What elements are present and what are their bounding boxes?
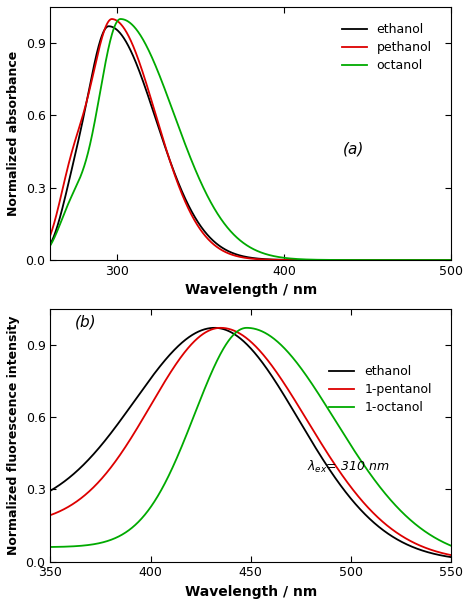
octanol [448,256,454,264]
ethanol [47,487,53,494]
octanol [437,256,442,264]
ethanol [448,256,454,264]
Y-axis label: Normalized absorbance: Normalized absorbance [7,51,20,216]
1-pentanol [47,511,53,519]
pethanol [68,152,74,159]
1-octanol [68,543,74,550]
ethanol [448,553,454,561]
octanol [243,241,248,248]
pethanol [232,252,238,259]
pethanol [437,256,442,264]
ethanol [437,256,442,264]
octanol [437,256,442,264]
ethanol [68,170,74,177]
ethanol [243,253,248,261]
1-pentanol [232,327,238,335]
ethanol [212,324,218,331]
1-pentanol [243,334,248,341]
octanol [232,232,238,239]
Text: (a): (a) [343,142,364,157]
ethanol [363,256,369,264]
pethanol [363,256,369,264]
ethanol [243,339,248,347]
1-pentanol [218,324,224,331]
ethanol [47,241,53,248]
1-pentanol [363,502,369,509]
octanol [118,15,123,22]
pethanol [437,256,442,264]
1-pentanol [437,548,442,556]
ethanol [363,511,369,519]
1-octanol [437,536,442,544]
ethanol [232,250,238,258]
1-octanol [243,324,248,331]
1-pentanol [448,551,454,559]
pethanol [109,15,115,22]
1-pentanol [68,502,74,509]
pethanol [448,256,454,264]
Line: 1-pentanol: 1-pentanol [50,328,451,555]
Line: ethanol: ethanol [50,26,451,260]
Legend: ethanol, pethanol, octanol: ethanol, pethanol, octanol [337,18,437,77]
Text: $\lambda_{ex}$= 310 nm: $\lambda_{ex}$= 310 nm [307,459,389,474]
1-octanol [232,330,237,338]
Line: pethanol: pethanol [50,19,451,260]
1-octanol [448,542,454,550]
1-octanol [47,544,53,551]
Line: octanol: octanol [50,19,451,260]
octanol [47,242,53,249]
pethanol [243,255,248,262]
ethanol [68,473,74,480]
Text: (b): (b) [74,315,96,329]
Legend: ethanol, 1-pentanol, 1-octanol: ethanol, 1-pentanol, 1-octanol [324,361,437,419]
ethanol [437,551,442,559]
X-axis label: Wavelength / nm: Wavelength / nm [185,284,317,298]
ethanol [106,22,111,30]
Line: ethanol: ethanol [50,328,451,557]
1-octanol [437,537,442,544]
ethanol [437,256,442,264]
Y-axis label: Normalized fluorescence intensity: Normalized fluorescence intensity [7,315,20,555]
1-octanol [363,465,369,472]
Line: 1-octanol: 1-octanol [50,328,451,547]
ethanol [232,331,238,338]
pethanol [47,231,53,239]
1-pentanol [437,549,442,556]
1-octanol [244,324,250,331]
ethanol [437,551,442,559]
X-axis label: Wavelength / nm: Wavelength / nm [185,585,317,599]
octanol [363,256,369,264]
octanol [68,195,74,202]
